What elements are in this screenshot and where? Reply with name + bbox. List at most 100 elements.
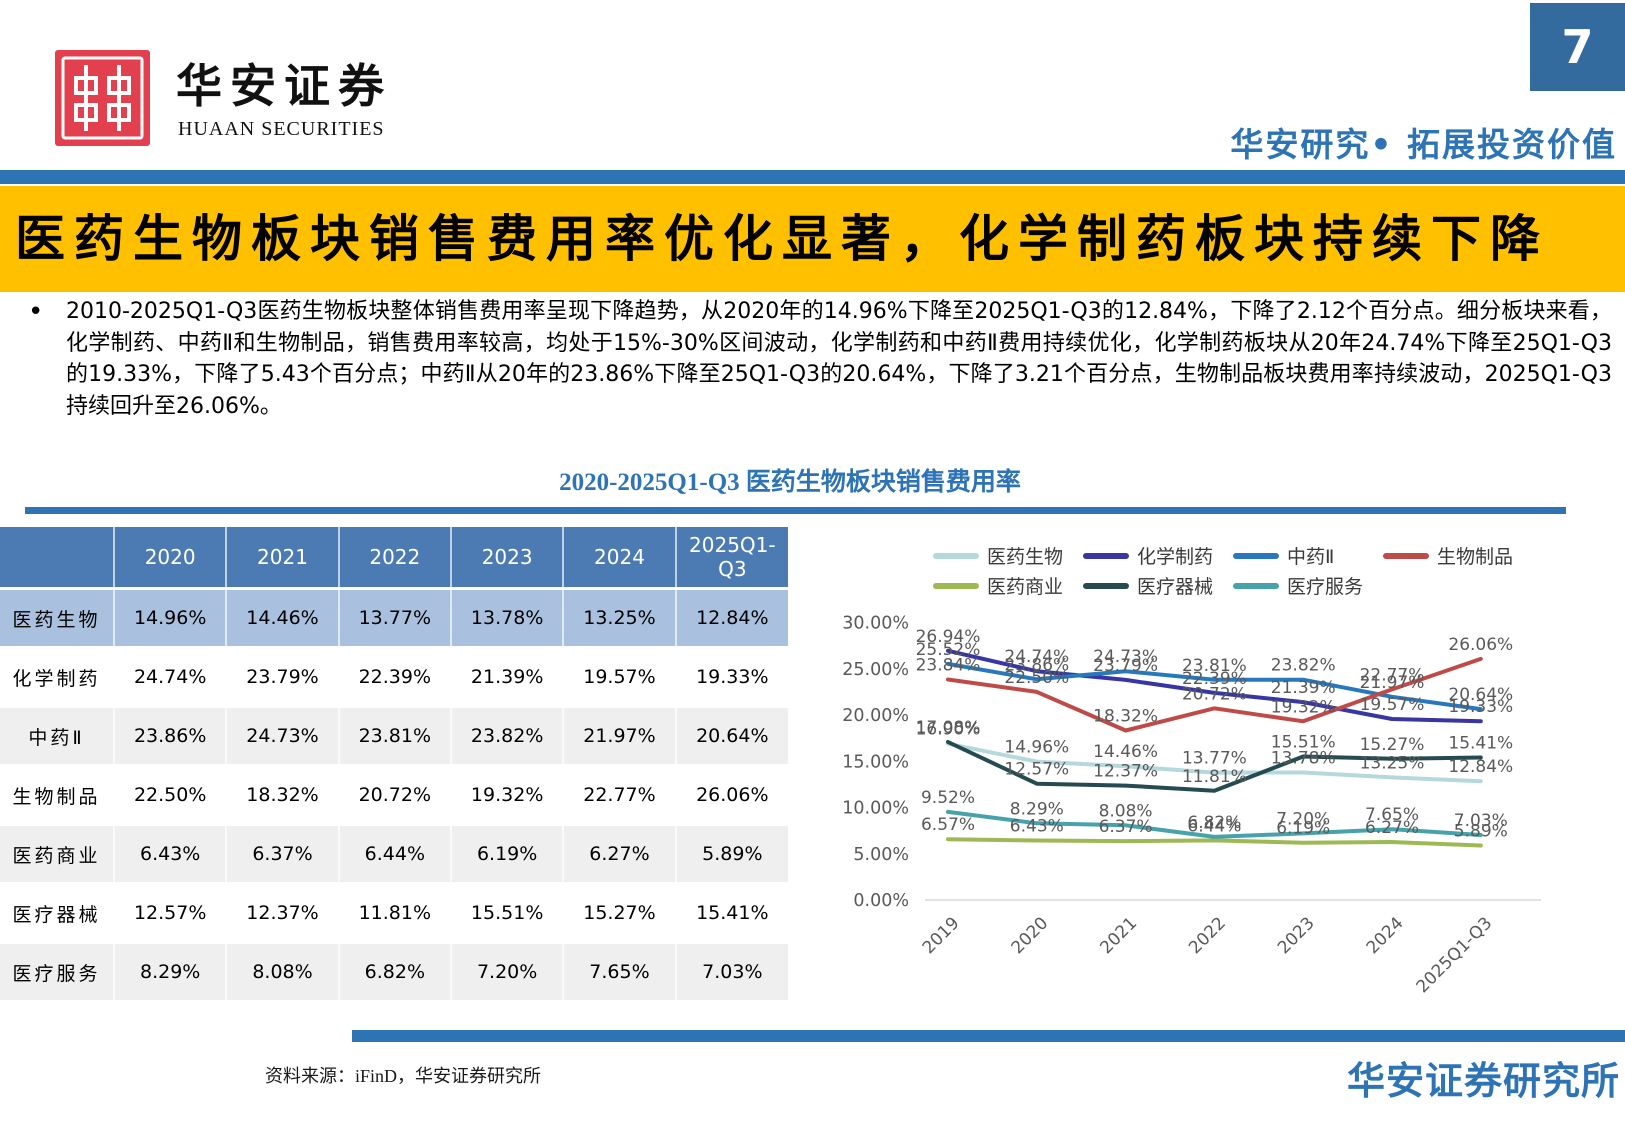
data-label: 14.96% [1004,738,1069,758]
data-label: 6.27% [1365,818,1419,838]
bullet-marker: • [28,297,44,327]
table-value-cell: 20.72% [338,765,452,826]
table-value-cell: 20.64% [675,706,788,767]
y-axis-tick-label: 0.00% [853,891,909,911]
table-value-cell: 12.57% [114,883,228,944]
data-label: 8.08% [1099,801,1153,821]
row-label-cell: 医疗器械 [0,883,115,944]
row-label-cell: 医药商业 [0,824,115,885]
data-label: 19.57% [1360,695,1425,715]
data-label: 22.50% [1004,668,1069,688]
row-label-cell: 生物制品 [0,765,115,826]
legend-label: 医药商业 [987,576,1064,598]
table-value-cell: 13.78% [450,588,565,649]
x-axis-category-label: 2022 [1185,913,1230,958]
data-label: 16.90% [916,720,981,740]
summary-paragraph: 2010-2025Q1-Q3医药生物板块整体销售费用率呈现下降趋势，从2020年… [66,299,1612,419]
data-label: 6.43% [1010,817,1064,837]
table-value-cell: 19.32% [450,765,565,826]
row-label-cell: 化学制药 [0,647,115,708]
data-label: 23.82% [1271,656,1336,676]
data-label: 13.25% [1360,753,1425,773]
x-axis-category-label: 2025Q1-Q3 [1413,913,1497,997]
table-value-cell: 7.03% [675,942,788,1003]
table-value-cell: 6.27% [563,824,677,885]
legend-label: 医药生物 [987,546,1064,568]
table-row: 中药Ⅱ 23.86% 24.73% 23.81% 23.82% 21.97% 20.64% [0,706,788,767]
table-value-cell: 24.73% [226,706,340,767]
logo-company-name-cn: 华安证券 [176,59,392,113]
table-value-cell: 13.77% [338,588,452,649]
legend-item: 中药Ⅱ [1233,542,1383,569]
table-value-cell: 6.19% [450,824,565,885]
data-source-note: 资料来源：iFinD，华安证券研究所 [265,1066,542,1086]
table-corner-cell [0,527,115,590]
table-value-cell: 22.77% [563,765,677,826]
data-label: 23.81% [1182,656,1247,676]
x-axis-category-label: 2024 [1363,913,1408,958]
logo-company-name-en: HUAAN SECURITIES [178,118,385,140]
table-row: 医疗器械 12.57% 12.37% 11.81% 15.51% 15.27% 15.41% [0,883,788,944]
data-label: 6.19% [1276,819,1330,839]
data-label: 6.37% [1099,817,1153,837]
table-value-cell: 11.81% [338,883,452,944]
legend-label: 医疗器械 [1137,576,1214,598]
legend-item: 医疗器械 [1083,572,1233,599]
table-row: 医疗服务 8.29% 8.08% 6.82% 7.20% 7.65% 7.03% [0,942,788,1003]
data-label: 5.89% [1454,822,1508,842]
table-head: 2020 2021 2022 2023 2024 2025Q1-Q3 [0,527,788,590]
table-year-header: 2022 [338,527,452,590]
data-label: 25.52% [916,640,981,660]
data-label: 15.27% [1360,735,1425,755]
legend-line-swatch [933,552,979,559]
table-value-cell: 5.89% [675,824,788,885]
data-label: 21.39% [1271,678,1336,698]
data-label: 6.57% [921,815,975,835]
table-value-cell: 18.32% [226,765,340,826]
table-value-cell: 12.37% [226,883,340,944]
table-value-cell: 13.25% [563,588,677,649]
data-label: 15.41% [1448,733,1513,753]
data-label: 19.33% [1448,697,1513,717]
legend-item: 化学制药 [1083,542,1233,569]
data-label: 23.84% [916,655,981,675]
table-value-cell: 26.06% [675,765,788,826]
legend-label: 化学制药 [1137,546,1214,568]
table-value-cell: 24.74% [114,647,228,708]
legend-line-swatch [1233,582,1279,589]
data-label: 6.44% [1187,816,1241,836]
institute-name: 华安证券研究所 [1346,1059,1620,1103]
chart-line [946,648,1483,724]
data-label: 20.64% [1448,685,1513,705]
data-label: 22.39% [1182,669,1247,689]
data-label: 13.77% [1182,749,1247,769]
data-label: 12.37% [1093,762,1158,782]
legend-line-swatch [1083,582,1129,589]
expense-ratio-table: 2020 2021 2022 2023 2024 2025Q1-Q3 医药生物 14.96%… [0,527,788,1003]
legend-label: 生物制品 [1437,546,1514,568]
research-slogan: 华安研究• 拓展投资价值 [1230,125,1617,164]
page-number-badge: 7 [1530,3,1625,91]
table-value-cell: 12.84% [675,588,788,649]
table-value-cell: 6.43% [114,824,228,885]
table-value-cell: 21.97% [563,706,677,767]
data-label: 12.57% [1004,760,1069,780]
table-value-cell: 15.51% [450,883,565,944]
table-row: 医药生物 14.96% 14.46% 13.77% 13.78% 13.25% 12.84% [0,588,788,649]
table-value-cell: 23.81% [338,706,452,767]
data-label: 14.46% [1093,742,1158,762]
table-value-cell: 8.29% [114,942,228,1003]
table-value-cell: 14.46% [226,588,340,649]
row-label-cell: 医药生物 [0,588,115,649]
table-year-header: 2020 [114,527,228,590]
table-value-cell: 23.79% [226,647,340,708]
y-axis-tick-label: 25.00% [842,660,909,680]
data-label: 8.29% [1010,799,1064,819]
data-label: 19.32% [1271,697,1336,717]
data-label: 6.82% [1187,813,1241,833]
data-label: 26.06% [1448,635,1513,655]
data-label: 9.52% [921,788,975,808]
data-label: 23.79% [1093,656,1158,676]
chart-line [946,661,1483,712]
table-row: 医药商业 6.43% 6.37% 6.44% 6.19% 6.27% 5.89% [0,824,788,885]
